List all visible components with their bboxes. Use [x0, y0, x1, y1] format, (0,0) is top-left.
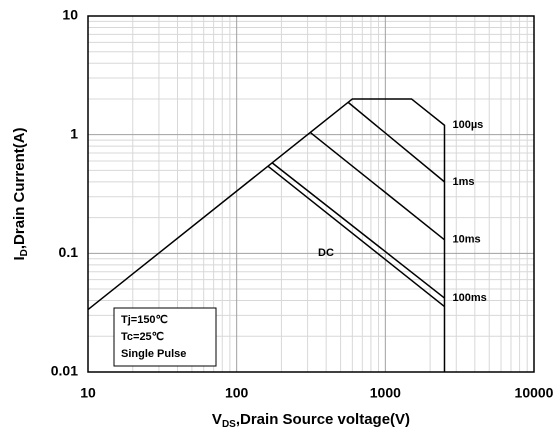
x-tick-label: 1000 [370, 385, 401, 401]
y-axis-label: ID,Drain Current(A) [11, 127, 30, 260]
soa-line [309, 131, 445, 241]
series-label: 100ms [452, 292, 486, 304]
y-label-rest: ,Drain Current(A) [11, 127, 28, 249]
x-label-main: V [212, 411, 222, 428]
series-label: 1ms [452, 176, 474, 188]
annotation-box [113, 307, 217, 367]
y-label-main: I [11, 256, 28, 260]
x-tick-label: 10 [80, 385, 96, 401]
series-label: DC [318, 247, 334, 259]
soa-line [87, 98, 446, 372]
x-axis-label: VDS,Drain Source voltage(V) [212, 411, 410, 430]
annotation-text: Tc=25℃ [121, 331, 164, 343]
y-tick-label: 10 [62, 7, 78, 23]
y-tick-label: 0.01 [51, 363, 78, 379]
y-label-sub: D [19, 249, 30, 256]
x-tick-label: 100 [225, 385, 249, 401]
x-label-sub: DS [222, 419, 236, 430]
series-label: 100µs [452, 119, 483, 131]
soa-line [347, 101, 445, 183]
annotation-text: Single Pulse [121, 348, 186, 360]
soa-line [271, 162, 445, 299]
soa-line [267, 165, 445, 308]
y-tick-label: 1 [70, 125, 78, 141]
series-label: 10ms [452, 234, 480, 246]
x-tick-label: 10000 [515, 385, 554, 401]
x-label-rest: ,Drain Source voltage(V) [236, 411, 410, 428]
y-tick-label: 0.1 [59, 244, 79, 260]
annotation-text: Tj=150℃ [121, 314, 168, 326]
plot-frame [87, 15, 535, 373]
